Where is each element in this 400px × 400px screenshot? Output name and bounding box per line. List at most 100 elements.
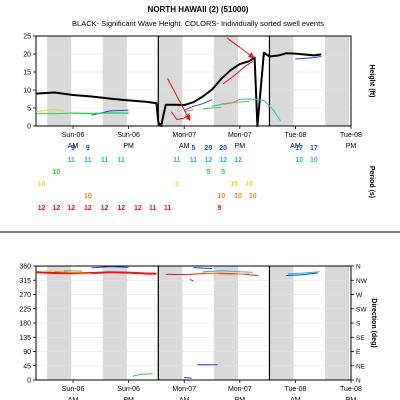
period-value: 5 bbox=[221, 169, 225, 176]
direction-ytick-label: 135 bbox=[19, 335, 31, 342]
period-value: 11 bbox=[68, 157, 76, 164]
height-xtick-sublabel: PM bbox=[346, 143, 357, 150]
period-value: 12 bbox=[134, 205, 142, 212]
direction-compass-label: E bbox=[356, 349, 361, 356]
direction-series-line bbox=[35, 271, 157, 275]
height-xtick-label: Mon-07 bbox=[228, 132, 252, 139]
period-value: 12 bbox=[117, 205, 125, 212]
height-xtick-label: Mon-07 bbox=[172, 132, 196, 139]
period-value: 9 bbox=[217, 205, 221, 212]
height-series-line bbox=[202, 106, 222, 110]
height-frame bbox=[35, 35, 352, 127]
height-xtick-sublabel: AM bbox=[179, 143, 190, 150]
height-ytick-label: 10 bbox=[23, 88, 31, 95]
period-value: 10 bbox=[38, 181, 46, 188]
period-value: 12 bbox=[204, 157, 212, 164]
period-value: 11 bbox=[84, 157, 92, 164]
direction-series-line bbox=[286, 272, 318, 276]
height-series-line bbox=[222, 60, 254, 85]
height-axis-label: Height (ft) bbox=[368, 64, 375, 97]
period-value: 10 bbox=[52, 169, 60, 176]
height-xtick-label: Sun-06 bbox=[117, 132, 140, 139]
direction-compass-label: SW bbox=[356, 306, 367, 313]
direction-ytick-label: 315 bbox=[19, 278, 31, 285]
height-night-band bbox=[325, 36, 350, 126]
period-value: 20 bbox=[219, 145, 227, 152]
period-value: 10 bbox=[217, 193, 225, 200]
direction-ytick-label: 270 bbox=[19, 292, 31, 299]
height-ytick-label: 0 bbox=[27, 124, 31, 131]
direction-ytick-label: 180 bbox=[19, 321, 31, 328]
period-value: 10 bbox=[295, 157, 303, 164]
period-axis-label: Period (s) bbox=[368, 166, 375, 198]
period-value: 9 bbox=[71, 145, 75, 152]
direction-series-line bbox=[54, 270, 92, 275]
direction-xtick-label: Mon-07 bbox=[228, 386, 252, 393]
period-value: 12 bbox=[84, 205, 92, 212]
period-value: 12 bbox=[101, 205, 109, 212]
period-value: 9 bbox=[86, 145, 90, 152]
period-value: 20 bbox=[204, 145, 212, 152]
direction-panel: 0 45 90 135 180 225 270 315 360 Sun-06 AM Sun-06 PM M… bbox=[19, 264, 377, 400]
direction-xtick-sublabel: PM bbox=[346, 397, 357, 400]
height-ytick-label: 5 bbox=[27, 106, 31, 113]
period-value: 11 bbox=[173, 157, 181, 164]
height-series-line bbox=[36, 112, 129, 115]
height-xtick-sublabel: AM bbox=[68, 143, 79, 150]
direction-compass-label: NW bbox=[356, 278, 368, 285]
period-value: 5 bbox=[192, 145, 196, 152]
direction-compass-label: W bbox=[356, 292, 363, 299]
direction-compass-label: S bbox=[356, 321, 361, 328]
direction-series-line bbox=[287, 271, 320, 275]
period-value: 3 bbox=[175, 181, 179, 188]
direction-xtick-label: Sun-06 bbox=[117, 386, 140, 393]
period-value: 5 bbox=[206, 169, 210, 176]
direction-compass-label: N bbox=[356, 264, 361, 271]
direction-series-line bbox=[184, 377, 192, 379]
direction-ytick-label: 90 bbox=[23, 349, 31, 356]
direction-xtick-label: Sun-06 bbox=[62, 386, 85, 393]
height-ytick-label: 25 bbox=[23, 34, 31, 41]
period-value: 11 bbox=[149, 205, 157, 212]
direction-xtick-label: Tue-08 bbox=[340, 386, 362, 393]
height-xtick-sublabel: AM bbox=[290, 143, 301, 150]
height-xtick-label: Tue-08 bbox=[284, 132, 306, 139]
height-xtick-sublabel: PM bbox=[123, 143, 134, 150]
period-value: 12 bbox=[38, 205, 46, 212]
direction-series-line bbox=[132, 373, 153, 377]
period-value: 11 bbox=[190, 157, 198, 164]
direction-series-line bbox=[202, 272, 250, 275]
height-night-band bbox=[158, 36, 183, 126]
height-annotation-arrow bbox=[167, 78, 191, 122]
height-night-band bbox=[269, 36, 294, 126]
chart-title: NORTH HAWAII (2) (51000) bbox=[148, 5, 249, 14]
direction-ytick-label: 360 bbox=[19, 264, 31, 271]
chart-subtitle: BLACK- Significant Wave Height. COLORS- … bbox=[72, 19, 324, 28]
period-value: 10 bbox=[249, 193, 257, 200]
direction-ytick-label: 225 bbox=[19, 306, 31, 313]
direction-series-line bbox=[193, 267, 213, 269]
height-panel: 0 5 10 15 20 25 Sun-06 AM Sun-06 PM Mon-07 AM Mon-07… bbox=[23, 34, 375, 151]
height-xtick-label: Sun-06 bbox=[62, 132, 85, 139]
height-series-line bbox=[221, 100, 250, 105]
direction-compass-label: N bbox=[356, 378, 361, 385]
height-xtick-label: Tue-08 bbox=[340, 132, 362, 139]
period-value: 12 bbox=[67, 205, 75, 212]
period-value: 17 bbox=[310, 145, 318, 152]
height-annotation-arrow bbox=[226, 37, 255, 59]
period-value: 10 bbox=[234, 193, 242, 200]
direction-xtick-label: Tue-08 bbox=[284, 386, 306, 393]
direction-xtick-sublabel: AM bbox=[179, 397, 190, 400]
period-value: 12 bbox=[52, 205, 60, 212]
period-value: 10 bbox=[230, 181, 238, 188]
direction-series-line bbox=[91, 266, 129, 269]
height-series-line bbox=[184, 109, 194, 113]
period-value: 10 bbox=[245, 181, 253, 188]
height-xtick-sublabel: PM bbox=[235, 143, 246, 150]
height-night-band bbox=[47, 36, 72, 126]
period-value: 10 bbox=[84, 193, 92, 200]
height-ytick-label: 20 bbox=[23, 52, 31, 59]
height-series-line bbox=[35, 51, 322, 127]
